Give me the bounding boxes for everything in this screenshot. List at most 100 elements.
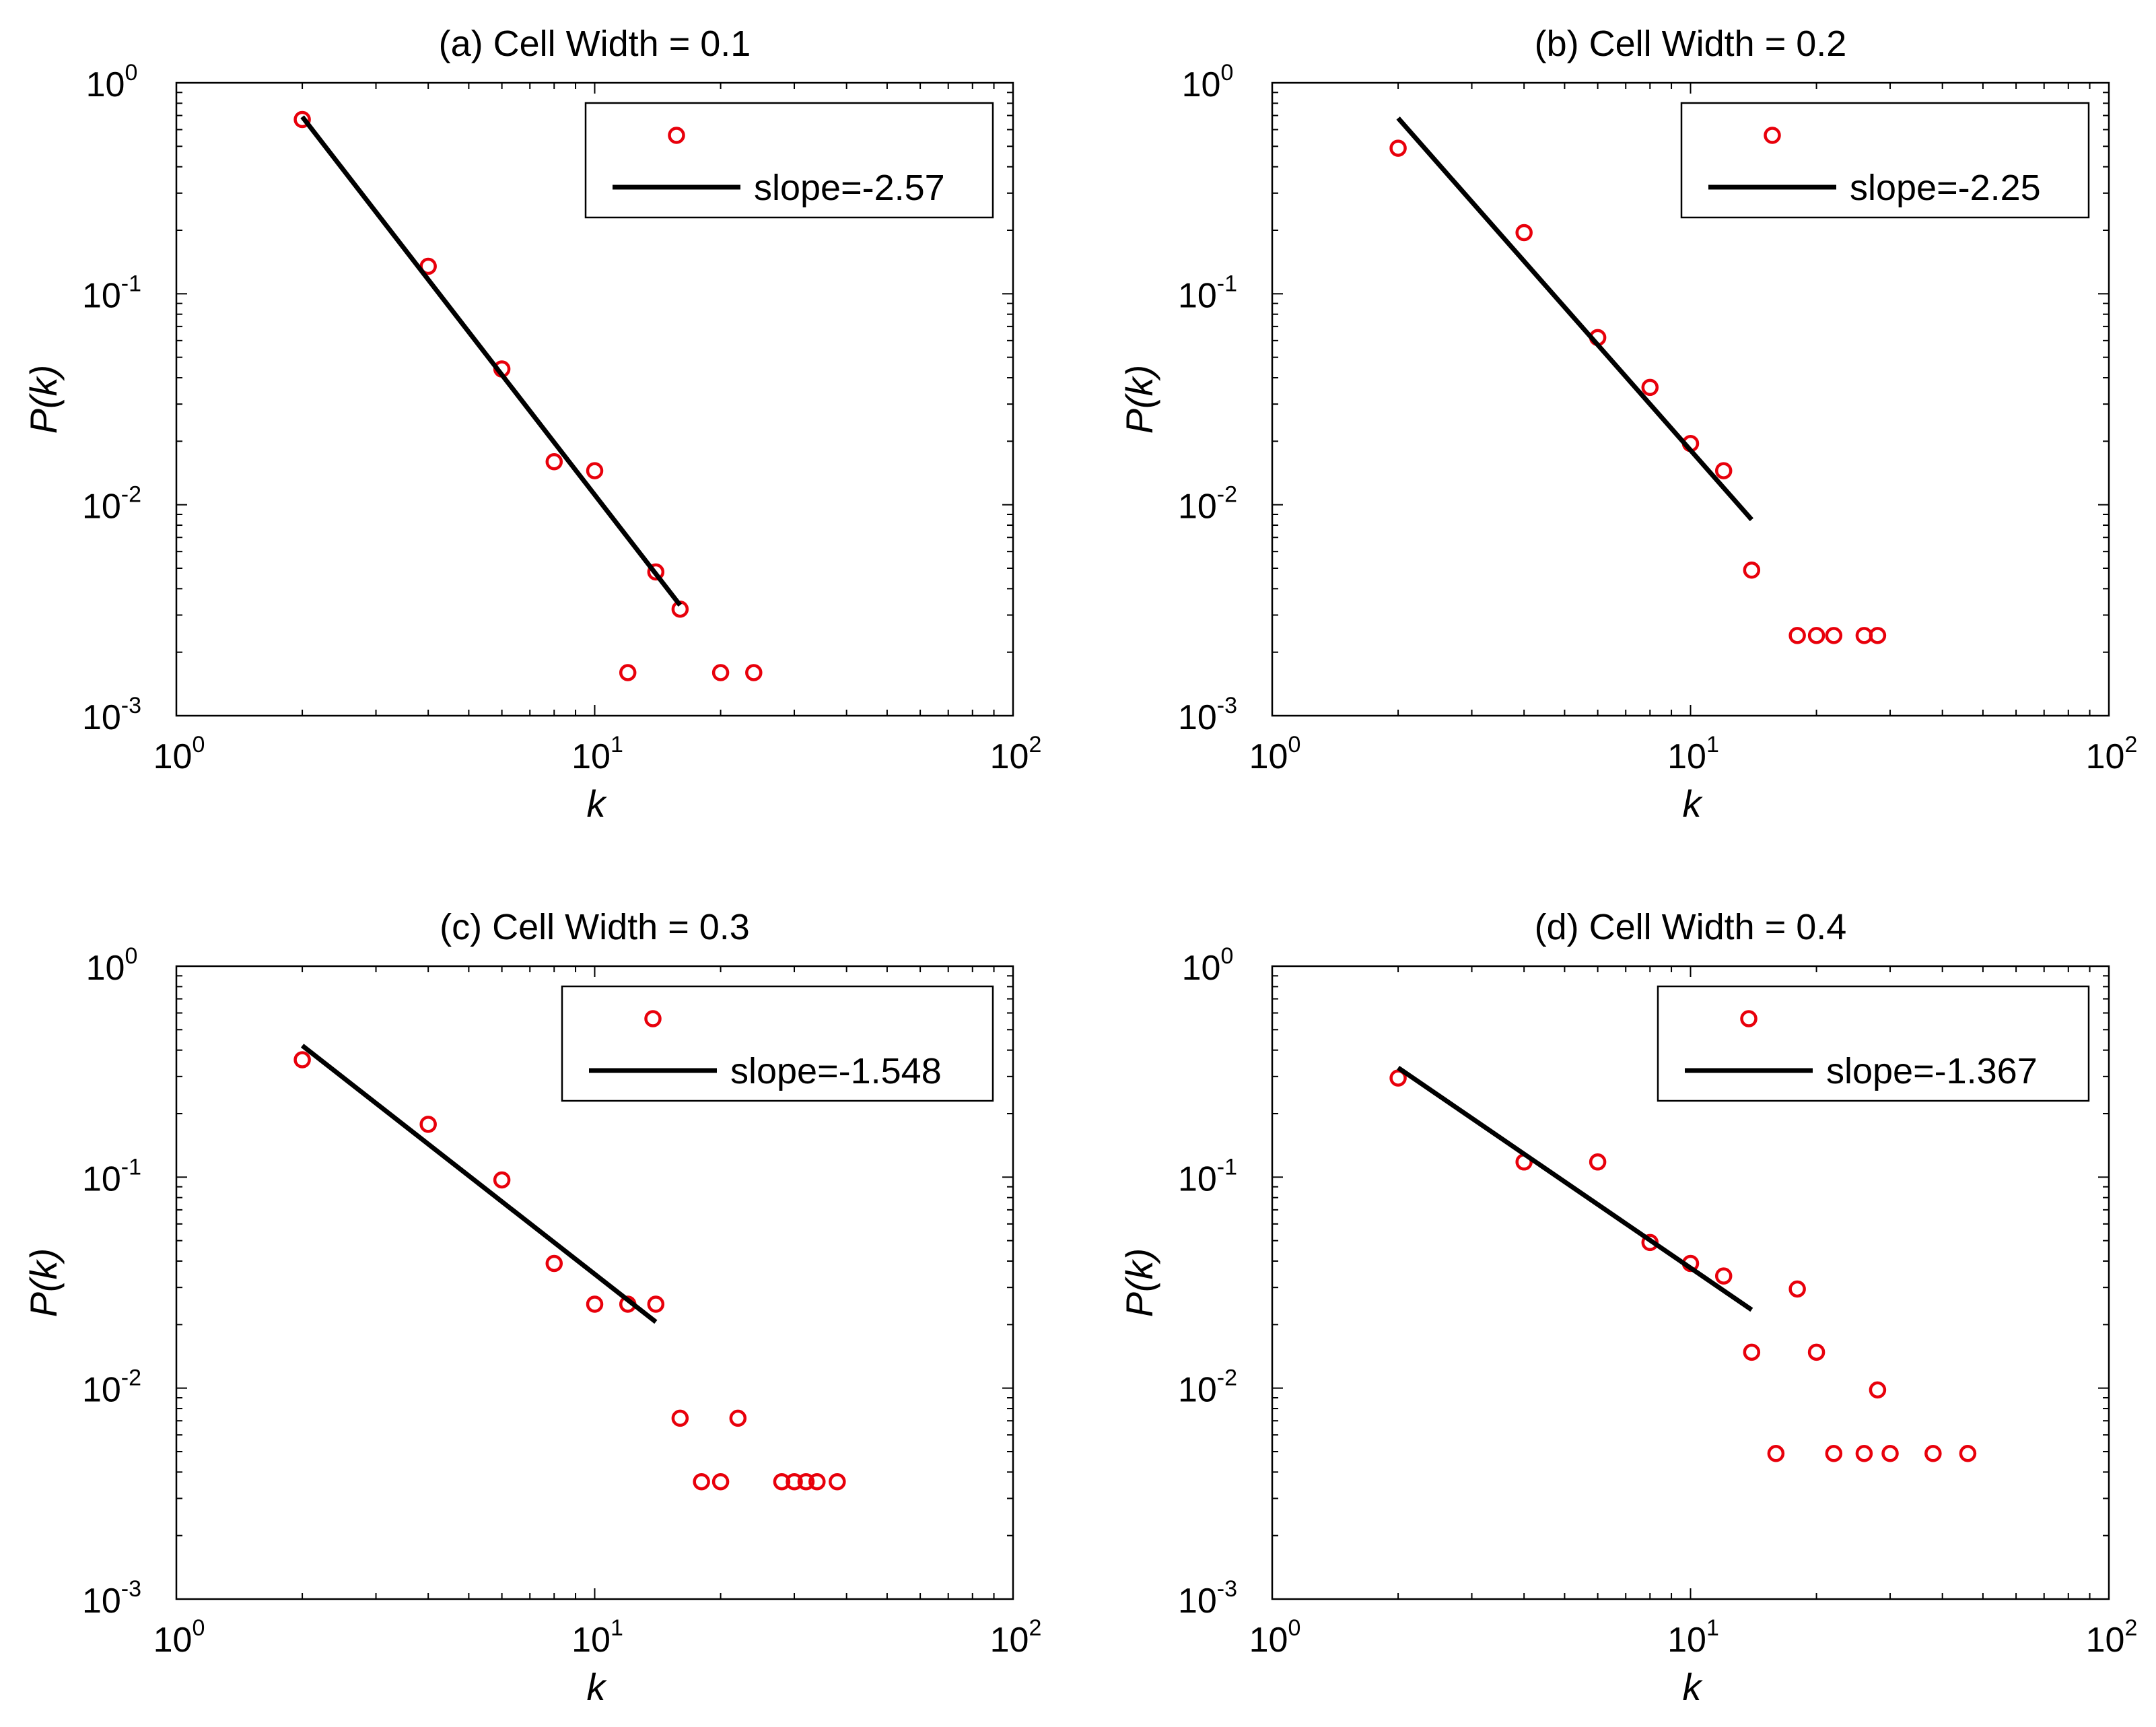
legend-marker-data <box>644 1010 662 1027</box>
panel-a: 100 101 102 10-3 10-2 10-1 100 (a) Cell Width =… <box>22 24 1041 825</box>
data-point <box>1389 139 1407 157</box>
legend: slope=-1.367 <box>1657 985 2090 1102</box>
y-tick-label: 10-3 <box>82 1576 141 1621</box>
legend-marker-data <box>668 127 685 144</box>
y-tick-label: 10-1 <box>1178 271 1237 315</box>
y-tick-label: 10-3 <box>1178 693 1237 737</box>
axis-ticks <box>176 82 1014 716</box>
fit-line-series <box>1397 1065 1753 1312</box>
data-point <box>1855 1444 1873 1462</box>
legend-label-fit: slope=-2.57 <box>754 168 945 208</box>
data-point <box>493 1171 511 1189</box>
data-point <box>1788 1280 1806 1298</box>
data-point <box>1807 627 1825 644</box>
y-tick-label: 10-1 <box>82 271 141 315</box>
data-point <box>1788 627 1806 644</box>
data-point <box>808 1472 826 1491</box>
fit-line <box>300 115 683 607</box>
legend-label-fit: slope=-2.25 <box>1850 168 2041 208</box>
data-point <box>711 1472 730 1491</box>
data-point <box>1641 378 1659 397</box>
y-tick-label: 10-2 <box>82 1365 141 1410</box>
legend: slope=-2.57 <box>584 102 994 219</box>
x-tick-label: 101 <box>571 732 623 776</box>
axis-ticks <box>1272 82 2110 716</box>
data-point <box>1959 1444 1977 1462</box>
data-point-series <box>1389 1069 1977 1462</box>
data-point <box>786 1472 803 1491</box>
data-point <box>1869 627 1887 644</box>
data-point <box>671 1409 689 1427</box>
data-point <box>545 1254 563 1273</box>
data-point <box>1714 1267 1733 1285</box>
x-tick-label: 101 <box>1667 732 1719 776</box>
panel-title: (d) Cell Width = 0.4 <box>1535 907 1847 947</box>
y-tick-label: 10-2 <box>1178 1365 1237 1410</box>
y-tick-label: 10-2 <box>1178 482 1237 527</box>
x-tick-label: 100 <box>153 732 205 776</box>
x-tick-label: 101 <box>1667 1615 1719 1660</box>
y-axis-label: P(k) <box>1118 1248 1160 1318</box>
y-axis-label: P(k) <box>22 1248 65 1318</box>
axis-ticks <box>176 966 1014 1600</box>
data-point <box>1825 1444 1843 1462</box>
data-point <box>745 664 763 681</box>
fit-line-series <box>300 1044 658 1324</box>
x-tick-label: 101 <box>571 1615 623 1660</box>
data-point <box>1389 1069 1407 1087</box>
x-axis-label: k <box>587 1666 608 1708</box>
fit-line <box>1397 1065 1753 1312</box>
data-point <box>419 1116 437 1133</box>
panel-title: (c) Cell Width = 0.3 <box>440 907 750 947</box>
data-point <box>1881 1444 1899 1462</box>
legend-box <box>1657 985 2090 1102</box>
x-tick-label: 100 <box>1249 732 1301 776</box>
x-axis-label: k <box>1683 782 1704 825</box>
x-tick-label: 102 <box>2086 732 2138 776</box>
legend-marker-data <box>1740 1010 1758 1027</box>
data-point <box>773 1472 791 1491</box>
y-axis-label: P(k) <box>22 365 65 434</box>
data-point <box>1767 1444 1785 1462</box>
x-axis-label: k <box>587 782 608 825</box>
legend-label-fit: slope=-1.367 <box>1826 1051 2038 1091</box>
y-tick-label: 100 <box>1182 943 1234 988</box>
data-point <box>711 664 730 681</box>
legend-box <box>1680 102 2090 219</box>
data-point <box>545 452 563 471</box>
panel-title: (b) Cell Width = 0.2 <box>1535 24 1847 64</box>
data-point <box>1515 224 1533 242</box>
y-tick-label: 100 <box>86 943 138 988</box>
legend-box <box>561 985 994 1102</box>
data-point <box>619 664 637 681</box>
y-tick-label: 10-3 <box>1178 1576 1237 1621</box>
fit-line <box>300 1044 658 1324</box>
data-point <box>1807 1343 1825 1361</box>
data-point <box>729 1409 747 1427</box>
legend: slope=-1.548 <box>561 985 994 1102</box>
x-tick-label: 100 <box>153 1615 205 1660</box>
x-tick-label: 102 <box>2086 1615 2138 1660</box>
data-point <box>419 257 437 275</box>
data-point <box>829 1472 846 1491</box>
data-point <box>1743 561 1761 579</box>
x-tick-label: 102 <box>990 1615 1042 1660</box>
y-tick-label: 10-3 <box>82 693 141 737</box>
data-point <box>1924 1444 1942 1462</box>
legend: slope=-2.25 <box>1680 102 2090 219</box>
legend-marker-data <box>1764 127 1781 144</box>
fit-line <box>1396 116 1753 522</box>
axis-ticks <box>1272 966 2110 1600</box>
data-point <box>797 1472 815 1491</box>
data-point <box>693 1472 710 1491</box>
data-point <box>1869 1381 1887 1399</box>
data-point <box>293 110 311 129</box>
data-point <box>1743 1343 1761 1361</box>
panel-d: 100 101 102 10-3 10-2 10-1 100 (d) Cell Width =… <box>1118 907 2137 1708</box>
data-point <box>293 1051 311 1069</box>
panel-title: (a) Cell Width = 0.1 <box>439 24 751 64</box>
y-axis-label: P(k) <box>1118 365 1160 434</box>
data-point <box>647 1295 665 1313</box>
data-point <box>586 462 604 479</box>
y-tick-label: 10-1 <box>82 1154 141 1198</box>
